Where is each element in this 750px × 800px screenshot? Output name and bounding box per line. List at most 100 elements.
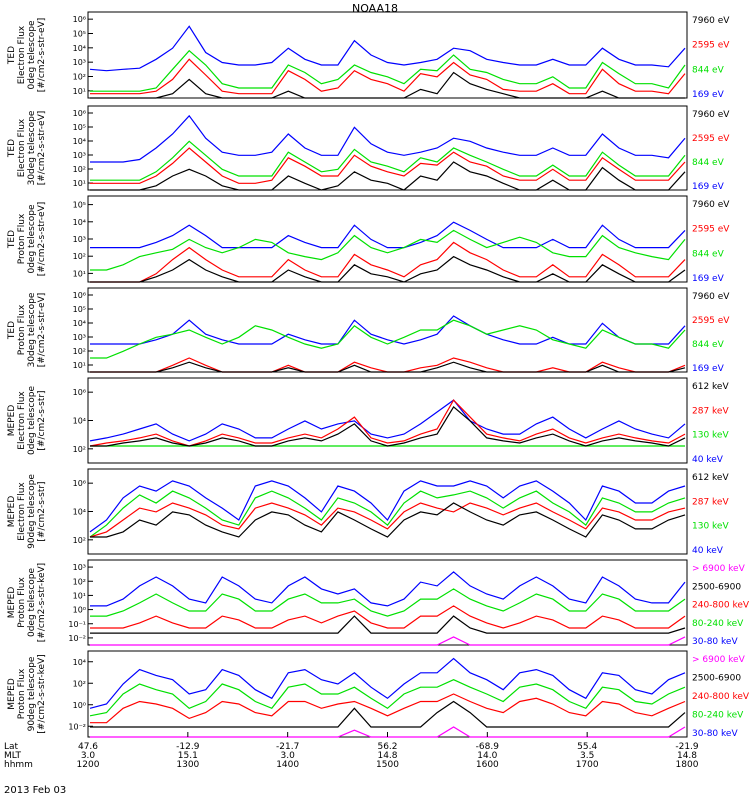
series-line-844-ev	[90, 229, 686, 271]
panel-1-ytick-label: 10³	[73, 151, 86, 160]
series-line-7960-ev	[90, 161, 686, 191]
legend-entry: > 6900 keV	[692, 655, 746, 665]
series-line-30-80-kev	[90, 571, 686, 607]
panel-4-ylabel: [#/cm2-s-str]	[37, 390, 47, 450]
legend-entry: > 6900 keV	[692, 564, 746, 574]
legend-entry: 2595 eV	[692, 41, 730, 51]
series-line-844-ev	[90, 140, 686, 181]
panel-5-frame	[87, 468, 688, 555]
panel-6-frame	[87, 559, 688, 646]
panel-0-ytick-label: 10⁶	[73, 15, 86, 24]
xaxis-value: -21.9	[675, 742, 699, 752]
panel-5-ytick-label: 10⁴	[73, 508, 86, 517]
xaxis-value: -68.9	[476, 742, 500, 752]
panel-5-ylabel: 90deg telescope	[27, 474, 37, 549]
panel-2-ytick-label: 10¹	[73, 269, 86, 278]
series-line-40-kev	[89, 399, 686, 442]
panel-1-ylabel: Electron Flux	[17, 118, 27, 177]
panel-1-ylabel: 30deg telescope	[27, 110, 37, 185]
legend-entry: 7960 eV	[692, 292, 730, 302]
series-line-2500-6900	[90, 615, 686, 634]
xaxis-value: 56.2	[377, 742, 397, 752]
legend-entry: 844 eV	[692, 158, 725, 168]
panel-2-ylabel: 0deg telescope	[27, 204, 37, 274]
legend-entry: 169 eV	[692, 364, 725, 374]
panel-2-ylabel: [#/cm2-s-str-eV]	[37, 202, 47, 277]
series-line-2500-6900	[90, 700, 686, 728]
legend-entry: 130 keV	[692, 522, 729, 532]
series-line-80-240-kev	[89, 679, 686, 717]
panel-6-ytick-label: 10⁻²	[68, 634, 86, 643]
panel-3-ytick-label: 10⁶	[73, 291, 86, 300]
panel-7-ylabel: [#/cm2-s-str-keV]	[37, 654, 47, 733]
legend-entry: 287 keV	[692, 497, 729, 507]
panel-2-ytick-label: 10²	[73, 252, 86, 261]
series-line-40-kev	[89, 480, 686, 533]
panel-6-ytick-label: 10⁻¹	[68, 620, 86, 629]
legend-entry: 169 eV	[692, 274, 725, 284]
panel-0-frame	[87, 11, 688, 99]
legend-entry: 2500-6900	[692, 582, 741, 592]
panel-6-ylabel: MEPED	[7, 587, 17, 619]
series-line-7960-ev	[90, 255, 686, 283]
legend-entry: 240-800 keV	[692, 601, 750, 611]
legend-entry: 7960 eV	[692, 16, 730, 26]
panel-3-ytick-label: 10²	[73, 347, 86, 356]
legend-entry: 844 eV	[692, 340, 725, 350]
panel-2-frame	[87, 195, 688, 283]
xaxis-value: 1700	[576, 760, 599, 770]
legend-entry: 40 keV	[692, 455, 724, 465]
panel-6-ytick-label: 10⁰	[73, 606, 86, 615]
legend-entry: 287 keV	[692, 406, 729, 416]
panel-0-ytick-label: 10¹	[73, 87, 86, 96]
series-line-612-kev	[90, 502, 686, 538]
panel-0-ytick-label: 10⁵	[73, 30, 86, 39]
series-line-169-ev	[90, 221, 686, 249]
legend-entry: 612 keV	[692, 382, 729, 392]
panel-2-ytick-label: 10⁵	[73, 201, 86, 210]
panel-7-ylabel: 90deg telescope	[27, 656, 37, 731]
xaxis-value: -12.9	[176, 742, 200, 752]
panel-3-ytick-label: 10⁵	[73, 305, 86, 314]
legend-entry: 2595 eV	[692, 316, 730, 326]
panel-4-ytick-label: 10⁴	[73, 417, 86, 426]
panel-0-ylabel: [#/cm2-s-str-eV]	[37, 18, 47, 93]
xaxis-value: 14.8	[677, 751, 697, 761]
series-line-130-kev	[89, 490, 686, 538]
panel-3-ytick-label: 10¹	[73, 361, 86, 370]
series-line-169-ev	[90, 114, 686, 163]
legend-entry: 7960 eV	[692, 110, 730, 120]
series-line-30-80-kev	[89, 657, 686, 709]
panel-1-ytick-label: 10⁴	[73, 137, 86, 146]
xaxis-value: 3.5	[580, 751, 594, 761]
panel-3-ylabel: Proton Flux	[17, 304, 27, 355]
panel-5-ylabel: MEPED	[7, 496, 17, 528]
legend-entry: 844 eV	[692, 249, 725, 259]
series-line-287-kev	[89, 399, 686, 447]
legend-entry: 2595 eV	[692, 225, 730, 235]
panel-2-ytick-label: 10³	[73, 235, 86, 244]
legend-entry: 80-240 keV	[692, 711, 744, 721]
series-line-287-kev	[89, 502, 686, 538]
panel-6-ytick-label: 10³	[73, 563, 86, 572]
legend-entry: 40 keV	[692, 546, 724, 556]
panel-0-ylabel: TED	[7, 46, 17, 65]
legend-entry: 30-80 keV	[692, 729, 738, 739]
xaxis-value: 1400	[276, 760, 299, 770]
panel-1-ylabel: TED	[7, 139, 17, 158]
panel-4-ytick-label: 10⁶	[73, 388, 86, 397]
xaxis-value: 14.0	[477, 751, 497, 761]
panel-6-ylabel: Proton Flux	[17, 577, 27, 628]
panel-1-frame	[87, 105, 688, 191]
legend-entry: 80-240 keV	[692, 619, 744, 629]
panel-3-ylabel: TED	[7, 321, 17, 340]
panel-0-ytick-label: 10³	[73, 58, 86, 67]
legend-entry: 844 eV	[692, 65, 725, 75]
series-line-2595-ev	[90, 147, 686, 184]
date-label: 2013 Feb 03	[4, 785, 67, 796]
series-line-7960-ev	[90, 71, 685, 99]
xaxis-value: 1800	[676, 760, 699, 770]
series-line-169-ev	[90, 315, 686, 345]
